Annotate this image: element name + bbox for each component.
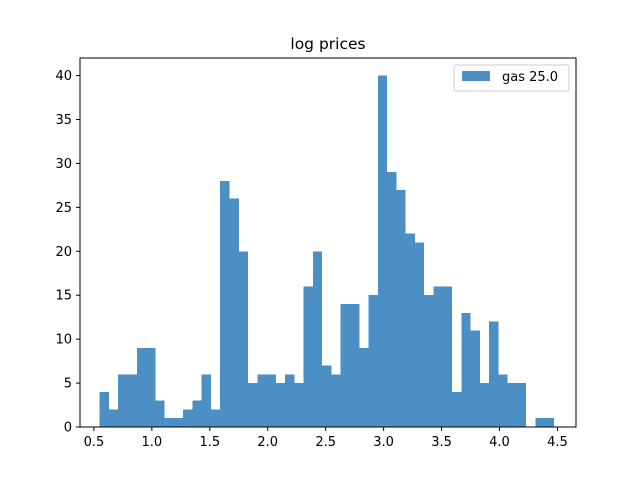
histogram-bar xyxy=(340,304,351,427)
legend-label: gas 25.0 xyxy=(502,70,558,85)
histogram-bar xyxy=(118,374,128,427)
histogram-bar xyxy=(414,242,425,427)
histogram-bar xyxy=(201,374,211,427)
histogram-bar xyxy=(368,295,378,427)
histogram-bar xyxy=(248,383,258,427)
histogram-bar xyxy=(489,321,499,427)
histogram-bar xyxy=(479,383,490,427)
x-tick-label: 3.0 xyxy=(373,435,394,450)
histogram-bar xyxy=(424,295,434,427)
y-tick-label: 40 xyxy=(55,69,72,84)
x-axis-ticks: 0.5 1.0 1.5 2.0 2.5 3.0 3.5 4.0 4.5 xyxy=(84,427,568,450)
histogram-bar xyxy=(387,172,397,427)
histogram-bar xyxy=(470,330,480,427)
x-tick-label: 2.5 xyxy=(315,435,336,450)
histogram-bar xyxy=(155,400,165,427)
y-tick-label: 20 xyxy=(55,245,72,260)
histogram-bar xyxy=(442,286,452,427)
histogram-bar xyxy=(146,347,156,427)
histogram-bar xyxy=(303,286,313,427)
y-tick-label: 15 xyxy=(55,289,72,304)
histogram-bar xyxy=(331,374,341,427)
histogram-bar xyxy=(266,374,276,427)
histogram-bar xyxy=(285,374,295,427)
histogram-bar xyxy=(405,233,415,427)
histogram-bar xyxy=(377,75,388,428)
x-tick-label: 4.5 xyxy=(547,435,568,450)
histogram-bar xyxy=(535,418,545,427)
bars-group xyxy=(99,75,554,428)
y-tick-label: 10 xyxy=(55,333,72,348)
histogram-bar xyxy=(238,251,249,427)
histogram-bar xyxy=(192,400,202,427)
legend: gas 25.0 xyxy=(453,64,570,92)
histogram-bar xyxy=(433,286,443,427)
histogram-bar xyxy=(99,391,109,427)
y-tick-label: 0 xyxy=(64,421,72,436)
x-tick-label: 0.5 xyxy=(84,435,105,450)
histogram-bar xyxy=(396,189,406,427)
histogram-bar xyxy=(257,374,267,427)
x-tick-label: 1.5 xyxy=(199,435,220,450)
x-tick-label: 2.0 xyxy=(257,435,278,450)
histogram-bar xyxy=(164,418,174,427)
histogram-bar xyxy=(544,418,554,427)
histogram-bar xyxy=(210,409,221,427)
y-tick-label: 25 xyxy=(55,201,72,216)
x-tick-label: 1.0 xyxy=(142,435,163,450)
plot-frame xyxy=(79,57,577,428)
histogram-bar xyxy=(183,409,193,427)
y-tick-label: 30 xyxy=(55,157,72,172)
histogram-bar xyxy=(275,383,286,427)
histogram-bar xyxy=(220,181,230,427)
legend-swatch xyxy=(462,71,490,81)
histogram-bar xyxy=(127,374,137,427)
histogram-bar xyxy=(322,365,332,427)
histogram-bar xyxy=(498,374,508,427)
histogram-bar xyxy=(136,347,147,427)
x-tick-label: 3.5 xyxy=(431,435,452,450)
y-axis-ticks: 0 5 10 15 20 25 30 35 40 xyxy=(55,69,80,436)
y-tick-label: 5 xyxy=(64,377,72,392)
histogram-bar xyxy=(461,312,471,427)
histogram-bar xyxy=(359,347,369,427)
histogram-bar xyxy=(173,418,184,427)
histogram-bar xyxy=(312,251,323,427)
histogram-bar xyxy=(452,391,462,427)
y-tick-label: 35 xyxy=(55,113,72,128)
histogram-bar xyxy=(516,383,527,427)
histogram-bar xyxy=(294,383,304,427)
x-tick-label: 4.0 xyxy=(489,435,510,450)
histogram-bar xyxy=(507,383,517,427)
histogram-bar xyxy=(108,409,119,427)
histogram-bar xyxy=(229,198,239,427)
histogram-bar xyxy=(350,304,360,427)
chart-title: log prices xyxy=(290,35,365,53)
